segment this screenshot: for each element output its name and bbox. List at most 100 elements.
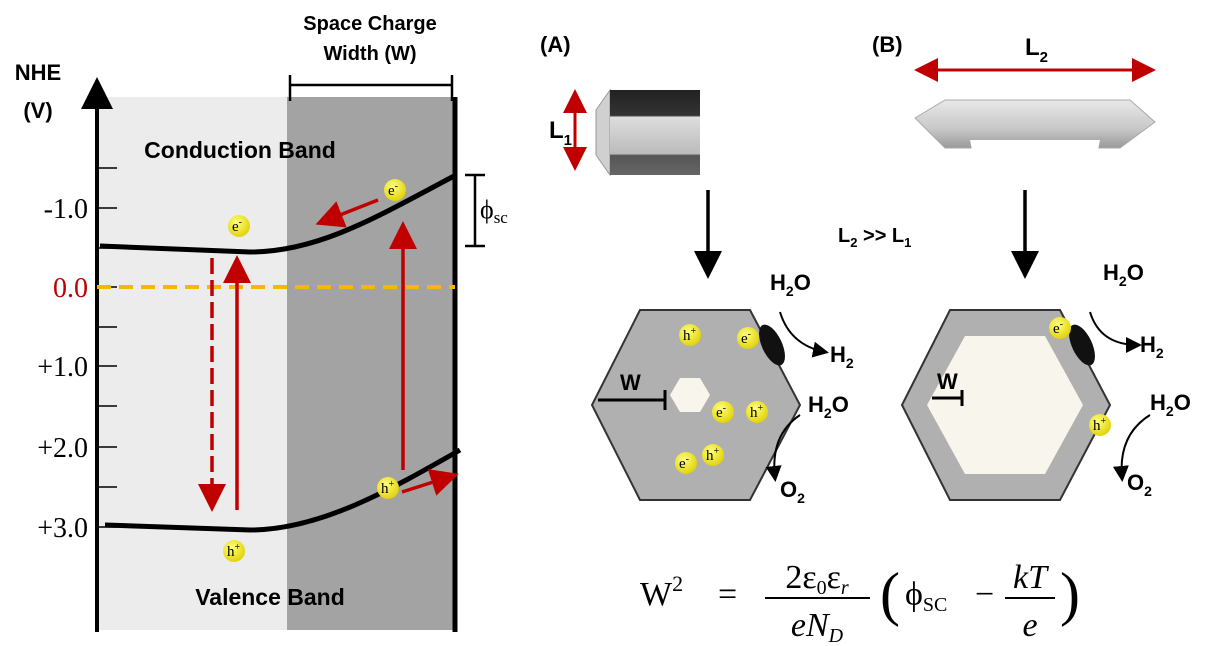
carrier-sup: - xyxy=(395,181,398,192)
eq-phi: ϕSC xyxy=(905,576,947,616)
text-part: O xyxy=(780,477,797,502)
text-part: + xyxy=(691,326,697,337)
dimension-label: L1 xyxy=(549,117,572,149)
panel-label: (B) xyxy=(872,32,903,57)
panel-label: (A) xyxy=(540,32,571,57)
phi-sub: sc xyxy=(494,208,509,227)
text-part: - xyxy=(1060,319,1063,330)
carrier: h+ xyxy=(377,477,399,499)
reactant: H2O xyxy=(1150,390,1191,419)
space-charge-region xyxy=(287,97,455,630)
tick-label: +2.0 xyxy=(37,433,88,464)
eq-numerator: 2ε0εr xyxy=(785,559,849,599)
band-label: Conduction Band xyxy=(144,137,336,163)
dim-base: L xyxy=(549,117,564,144)
text-part: + xyxy=(714,446,720,457)
text-part: + xyxy=(758,403,764,414)
tick-label: 0.0 xyxy=(53,273,88,304)
eq-minus: − xyxy=(975,576,994,613)
eq-e: e xyxy=(1022,607,1037,644)
eq-paren: ( xyxy=(880,561,900,627)
phi: ϕ xyxy=(480,195,494,224)
width-label: Width (W) xyxy=(323,43,416,65)
text-part: H xyxy=(808,392,824,417)
text-part: - xyxy=(686,454,689,465)
tick-label: -1.0 xyxy=(44,194,88,225)
phi-label: ϕsc xyxy=(480,195,508,227)
text-part: O xyxy=(1127,470,1144,495)
text-part: W xyxy=(640,576,673,613)
text-part: 2 xyxy=(850,235,857,250)
carrier-sup: - xyxy=(239,217,242,228)
dimension-label: L2 xyxy=(1025,34,1048,66)
text-part: 2 xyxy=(1144,483,1152,499)
dim-sub: 1 xyxy=(564,132,572,149)
bulk-region xyxy=(97,97,287,630)
equation: W2 = 2ε0εr eND ( ϕSC − kT e ) xyxy=(640,559,1080,646)
carrier: h+ xyxy=(746,401,768,423)
rod-crystal xyxy=(610,90,700,175)
eq-paren: ) xyxy=(1060,561,1080,627)
axis-label: (V) xyxy=(23,98,52,123)
text-part: H xyxy=(1140,332,1156,357)
band-label: Valence Band xyxy=(195,584,345,610)
carrier: h+ xyxy=(679,324,701,346)
text-part: ϕ xyxy=(905,576,923,613)
carrier: e- xyxy=(384,179,406,201)
text-part: - xyxy=(748,329,751,340)
reactant: H2O xyxy=(1103,260,1144,289)
text-part: H xyxy=(1150,390,1166,415)
carrier: e- xyxy=(737,327,759,349)
eq-denominator: eND xyxy=(791,607,844,646)
carrier: e- xyxy=(712,401,734,423)
text-part: D xyxy=(828,625,844,646)
eq-kt: kT xyxy=(1013,559,1049,596)
text-part: 0 xyxy=(817,577,827,599)
product: H2 xyxy=(1140,332,1164,361)
carrier-sup: + xyxy=(235,542,241,553)
carrier-sup: + xyxy=(389,479,395,490)
text-part: 2 xyxy=(824,405,832,421)
text-part: 2 xyxy=(1166,403,1174,419)
width-symbol: W xyxy=(937,369,958,394)
text-part: 2 xyxy=(797,490,805,506)
carrier: e- xyxy=(228,215,250,237)
carrier: e- xyxy=(675,452,697,474)
text-part: 1 xyxy=(904,235,911,250)
text-part: H xyxy=(770,270,786,295)
tick-label: +1.0 xyxy=(37,352,88,383)
carrier: h+ xyxy=(702,444,724,466)
text-part: H xyxy=(1103,260,1119,285)
text-part: 2 xyxy=(1119,273,1127,289)
comparison: L2 >> L1 xyxy=(838,225,911,250)
figure: NHE (V) -1.0 0.0 +1.0 +2.0 +3.0 Space Ch… xyxy=(0,0,1206,646)
carrier: e- xyxy=(1049,317,1071,339)
band-diagram: NHE (V) -1.0 0.0 +1.0 +2.0 +3.0 Space Ch… xyxy=(15,13,509,632)
text-part: - xyxy=(723,403,726,414)
text-part: L xyxy=(838,225,850,247)
text-part: O xyxy=(1127,260,1144,285)
width-label: Space Charge xyxy=(303,13,436,35)
eq-lhs: W2 xyxy=(640,571,683,613)
panel-a: (A) L1 W h+ e- e- h+ e- h+ xyxy=(540,32,825,500)
reactant: H2O xyxy=(770,270,811,299)
text-part: + xyxy=(1101,416,1107,427)
product: O2 xyxy=(780,477,805,506)
tick-labels: -1.0 0.0 +1.0 +2.0 +3.0 xyxy=(37,194,88,544)
text-part: >> L xyxy=(857,225,904,247)
text-part: 2 xyxy=(1156,345,1164,361)
product: H2 xyxy=(830,342,854,371)
text-part: ε xyxy=(827,559,841,596)
text-part: 2ε xyxy=(785,559,816,596)
text-part: r xyxy=(841,577,849,599)
reactant: H2O xyxy=(808,392,849,421)
tick-label: +3.0 xyxy=(37,513,88,544)
text-part: O xyxy=(832,392,849,417)
text-part: O xyxy=(1174,390,1191,415)
text-part: H xyxy=(830,342,846,367)
width-symbol: W xyxy=(620,370,641,395)
dim-sub: 2 xyxy=(1040,49,1048,66)
text-part: eN xyxy=(791,607,831,644)
carrier: h+ xyxy=(223,540,245,562)
text-part: O xyxy=(794,270,811,295)
